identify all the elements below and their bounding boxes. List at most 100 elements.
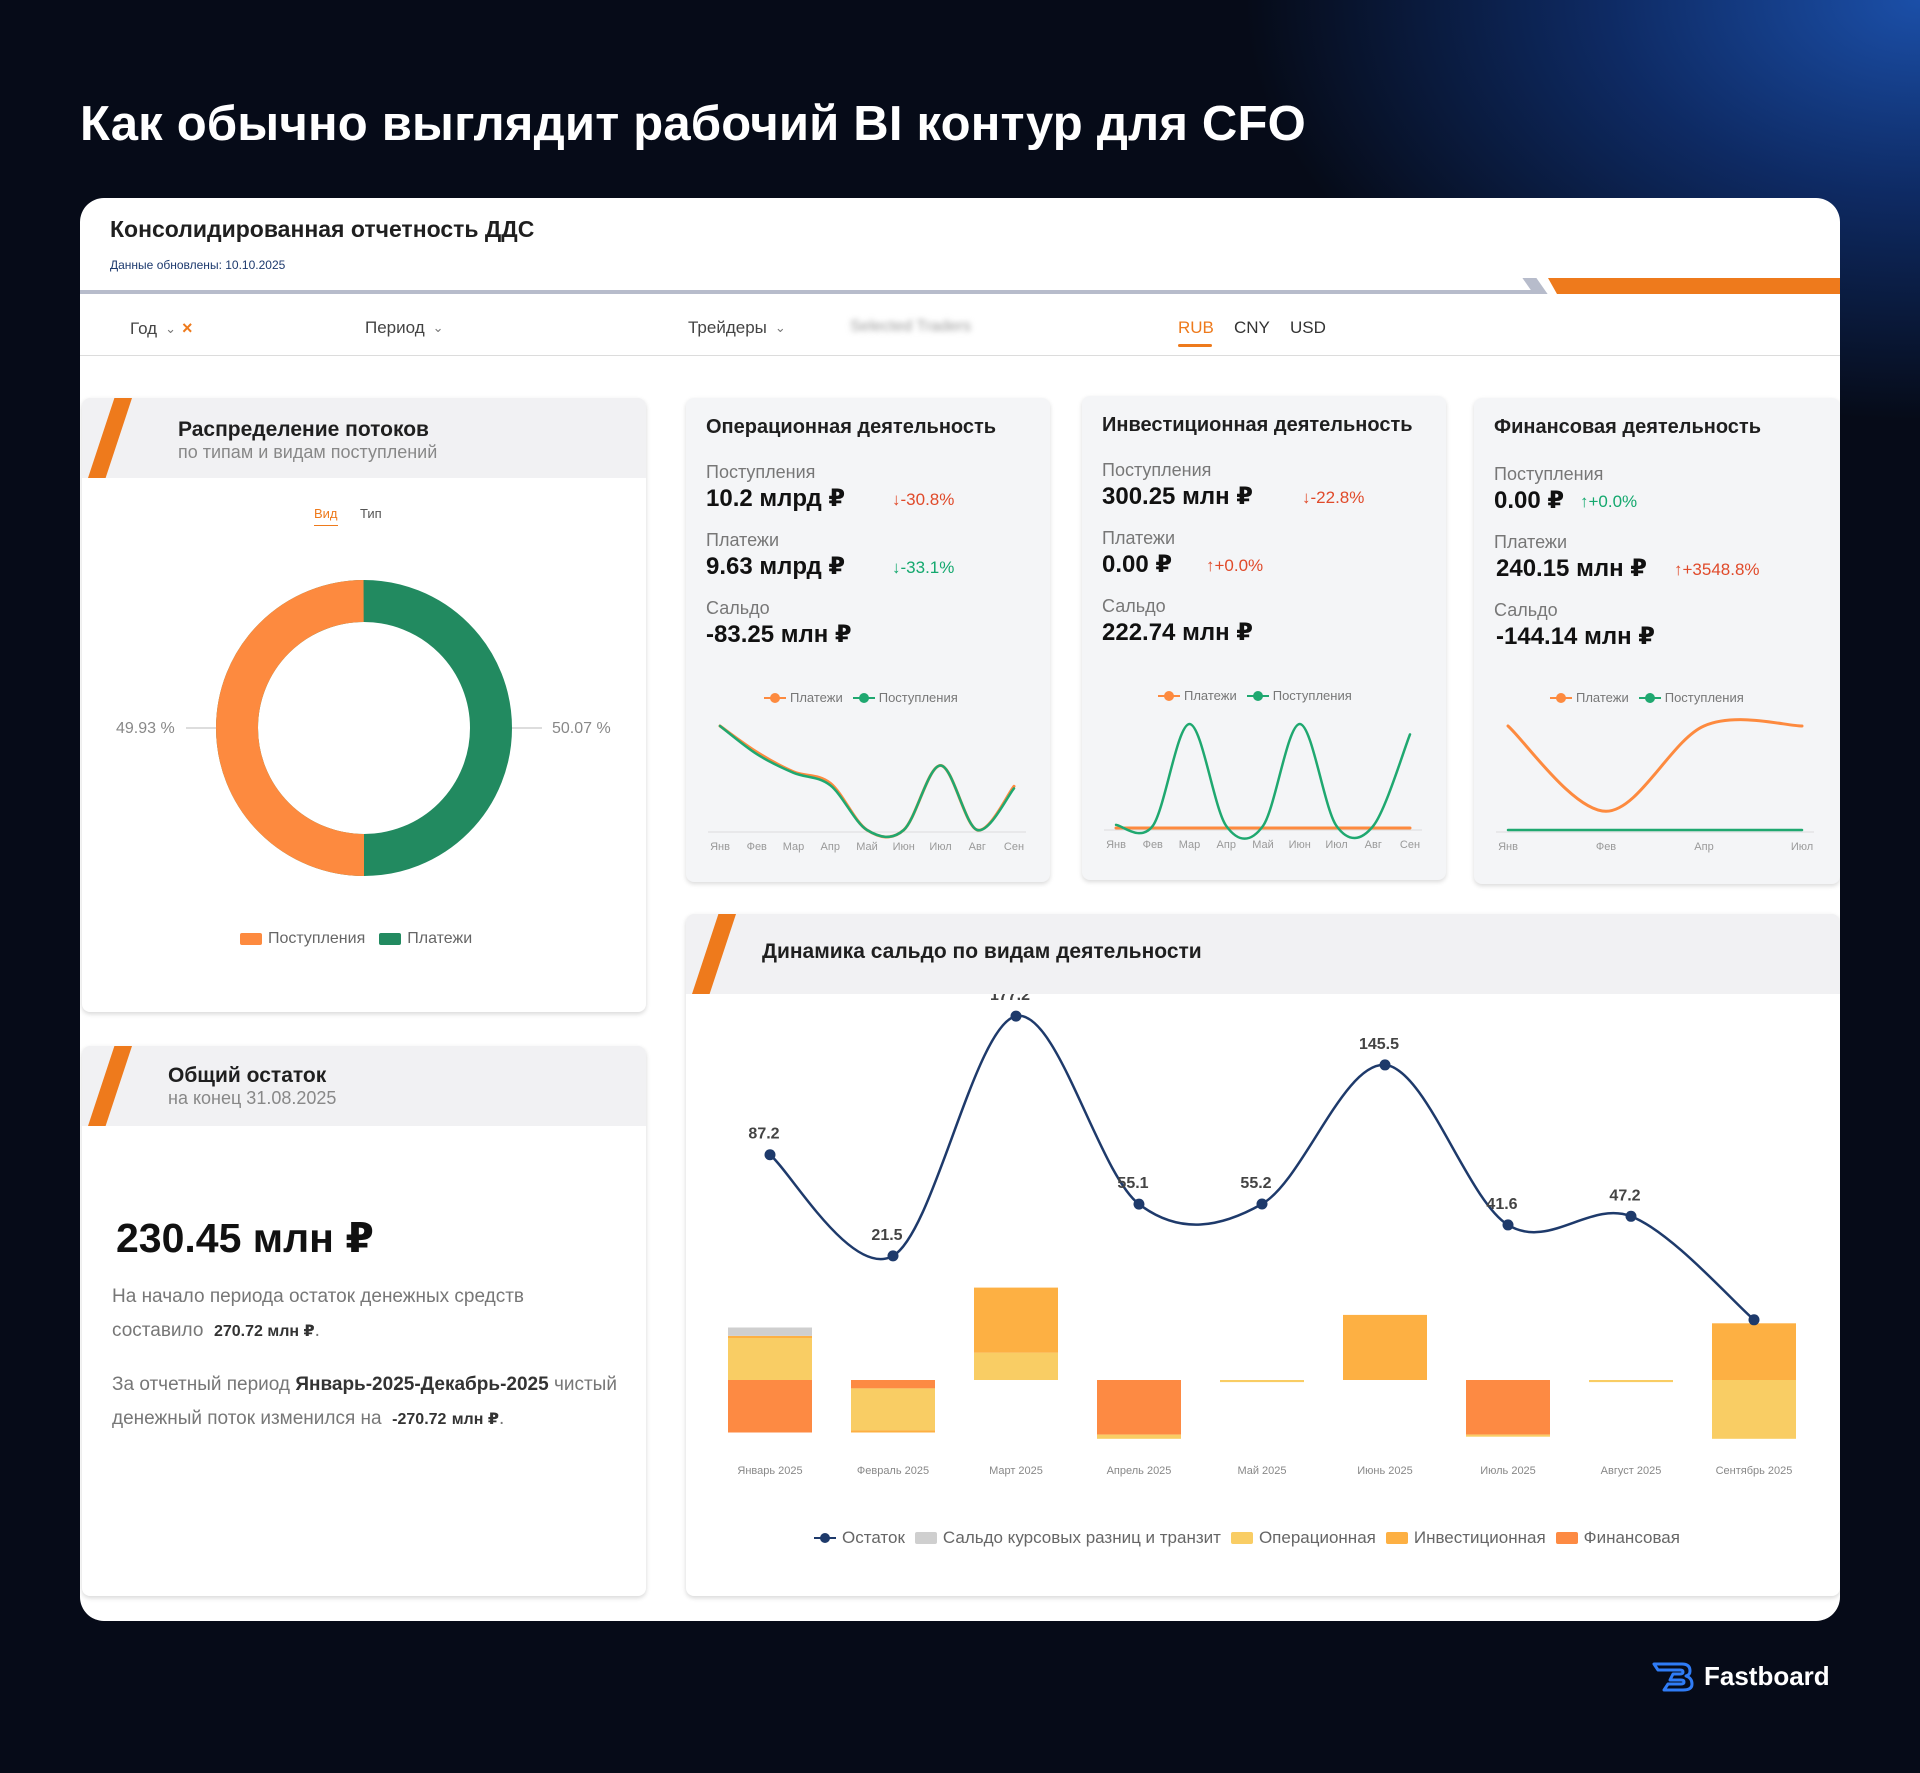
clear-icon[interactable]: × — [181, 318, 193, 338]
bar-segment — [728, 1327, 812, 1336]
header-accent — [88, 1046, 132, 1126]
legend-item-platezhi[interactable]: Платежи — [379, 930, 472, 948]
x-tick-label: Сентябрь 2025 — [1716, 1465, 1793, 1477]
bar-segment — [1466, 1380, 1550, 1435]
dynamics-title: Динамика сальдо по видам деятельности — [762, 940, 1202, 963]
x-tick-label: Июл — [929, 841, 951, 853]
donut-label-right: 50.07 % — [552, 720, 611, 737]
data-label: 177.2 — [990, 994, 1030, 1004]
legend-swatch — [240, 933, 262, 945]
balance-panel: Общий остаток на конец 31.08.2025 230.45… — [82, 1046, 646, 1596]
kpi-out-value: 240.15 млн ₽ — [1496, 555, 1647, 582]
dynamics-legend: Остаток Сальдо курсовых разниц и транзит… — [814, 1528, 1680, 1548]
legend-item-postupleniya[interactable]: Поступления — [1638, 690, 1744, 705]
traders-filter[interactable]: Трейдеры ⌄ — [688, 318, 786, 338]
kpi-in-delta: ↑+0.0% — [1580, 492, 1638, 511]
x-tick-label: Апр — [821, 841, 840, 853]
legend-item-platezhi[interactable]: Платежи — [764, 690, 843, 705]
x-tick-label: Июн — [1289, 839, 1311, 851]
data-label: 21.5 — [871, 1227, 902, 1244]
legend-swatch — [1385, 1532, 1408, 1544]
x-tick-label: Май — [1252, 839, 1274, 851]
legend-label: Платежи — [407, 930, 473, 947]
x-tick-label: Сен — [1400, 839, 1420, 851]
distribution-title: Распределение потоков — [178, 418, 429, 441]
x-tick-label: Сен — [1004, 841, 1024, 853]
currency-active-underline — [1178, 344, 1212, 347]
x-tick-label: Янв — [1106, 839, 1126, 851]
legend-label: Сальдо курсовых разниц и транзит — [942, 1528, 1221, 1547]
kpi-out-label: Платежи — [1494, 532, 1568, 552]
ostatok-point — [1748, 1314, 1760, 1326]
kpi-in-label: Поступления — [1494, 464, 1604, 484]
distribution-panel: Распределение потоков по типам и видам п… — [82, 398, 646, 1012]
x-tick-label: Янв — [710, 841, 730, 853]
kpi-title: Инвестиционная деятельность — [1102, 414, 1413, 436]
x-tick-label: Мар — [783, 841, 805, 853]
ostatok-point — [764, 1149, 776, 1161]
balance-text: На начало периода остаток денежных средс… — [112, 1286, 525, 1341]
kpi-bal-label: Сальдо — [1102, 596, 1166, 616]
kpi-out-delta: ↑+0.0% — [1206, 556, 1264, 575]
currency-usd[interactable]: USD — [1290, 318, 1326, 337]
year-filter[interactable]: Год ⌄ × — [130, 318, 193, 339]
period-filter[interactable]: Период ⌄ — [365, 318, 444, 338]
x-tick-label: Фев — [747, 841, 767, 853]
distribution-header: Распределение потоков по типам и видам п… — [82, 398, 646, 478]
legend-item-platezhi[interactable]: Платежи — [1158, 688, 1237, 703]
mini-line-chart: Янв Фев Апр Июл — [1496, 718, 1814, 853]
data-label: 55.2 — [1240, 1175, 1271, 1192]
balance-subtitle: на конец 31.08.2025 — [168, 1088, 337, 1108]
kpi-bal-value: 222.74 млн ₽ — [1102, 619, 1253, 646]
balance-change-value: -270.72 — [392, 1411, 447, 1428]
legend-marker — [1158, 690, 1180, 701]
kpi-out-value: 0.00 ₽ — [1102, 551, 1173, 578]
ostatok-point — [1010, 1010, 1022, 1022]
x-tick-label: Фев — [1596, 841, 1616, 853]
balance-period: Январь-2025-Декабрь-2025 — [295, 1374, 549, 1395]
report-updated: Данные обновлены: 10.10.2025 — [110, 258, 286, 272]
dynamics-header: Динамика сальдо по видам деятельности — [686, 914, 1840, 994]
balance-header: Общий остаток на конец 31.08.2025 — [82, 1046, 646, 1126]
mini-line-chart: Янв Фев Мар Апр Май Июн Июл Авг Сен — [1104, 722, 1422, 851]
bar-segment — [974, 1352, 1058, 1380]
chevron-down-icon: ⌄ — [165, 320, 176, 336]
legend-item-fx[interactable]: Сальдо курсовых разниц и транзит — [914, 1528, 1221, 1548]
legend-marker — [814, 1533, 836, 1543]
series-line-postupleniya — [718, 724, 1016, 839]
x-tick-label: Май 2025 — [1237, 1465, 1286, 1477]
tab-tip[interactable]: Тип — [360, 506, 382, 521]
legend-item-ostatok[interactable]: Остаток — [814, 1528, 905, 1548]
kpi-bal-label: Сальдо — [1494, 600, 1558, 620]
balance-text: чистый денежный поток изменился на — [112, 1374, 617, 1429]
legend-item-postupleniya[interactable]: Поступления — [1246, 688, 1352, 703]
legend-label: Поступления — [1664, 690, 1744, 705]
balance-start-value: 270.72 млн ₽ — [213, 1323, 315, 1340]
bar-segment — [974, 1287, 1058, 1353]
header-divider — [80, 290, 1540, 294]
bar-segment — [1343, 1314, 1427, 1380]
header-accent-bar — [1548, 278, 1840, 294]
legend-item-platezhi[interactable]: Платежи — [1550, 690, 1629, 705]
legend-item-oper[interactable]: Операционная — [1230, 1528, 1376, 1548]
legend-label: Поступления — [878, 690, 958, 705]
kpi-out-label: Платежи — [1102, 528, 1176, 548]
x-tick-label: Июн — [893, 841, 915, 853]
x-tick-label: Авг — [969, 841, 986, 853]
legend-marker — [1246, 690, 1269, 701]
ostatok-point — [1502, 1219, 1514, 1231]
balance-title: Общий остаток — [168, 1064, 327, 1087]
dynamics-panel: Динамика сальдо по видам деятельности Ян… — [686, 914, 1840, 1596]
legend-item-postupleniya[interactable]: Поступления — [240, 930, 365, 948]
donut-slice-postupleniya[interactable] — [216, 580, 512, 876]
bar-segment — [1466, 1434, 1550, 1437]
legend-item-invest[interactable]: Инвестиционная — [1385, 1528, 1546, 1548]
currency-rub[interactable]: RUB — [1178, 318, 1214, 337]
legend-item-postupleniya[interactable]: Поступления — [852, 690, 958, 705]
legend-item-fin[interactable]: Финансовая — [1555, 1528, 1680, 1548]
currency-cny[interactable]: CNY — [1234, 318, 1270, 337]
legend-label: Операционная — [1258, 1528, 1376, 1547]
tab-vid[interactable]: Вид — [314, 506, 338, 526]
bar-segment — [1589, 1380, 1673, 1383]
bar-segment — [728, 1380, 812, 1433]
